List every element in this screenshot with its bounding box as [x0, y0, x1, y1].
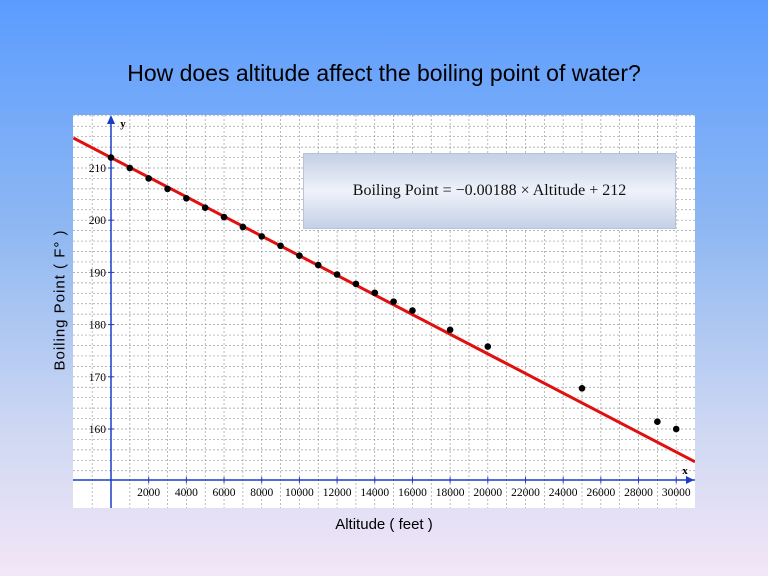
- x-tick-label: 10000: [285, 487, 314, 499]
- x-tick-label: 18000: [436, 487, 465, 499]
- data-point: [126, 164, 134, 172]
- x-tick-label: 28000: [624, 487, 653, 499]
- data-point: [333, 271, 341, 278]
- data-point: [352, 280, 360, 288]
- x-axis-title: Altitude ( feet ): [335, 516, 433, 533]
- data-point: [258, 233, 266, 240]
- data-point: [107, 154, 115, 161]
- y-tick-label: 190: [89, 267, 107, 279]
- y-tick-label: 180: [89, 320, 107, 332]
- data-point: [164, 185, 171, 193]
- x-tick-label: 8000: [250, 487, 273, 499]
- data-point: [183, 194, 190, 202]
- regression-equation: Boiling Point = −0.00188 × Altitude + 21…: [352, 182, 627, 199]
- y-tick-label: 170: [89, 372, 107, 384]
- x-tick-label: 2000: [137, 487, 160, 499]
- y-axis-title: Boiling Point ( F° ): [51, 229, 69, 371]
- x-tick-label: 4000: [175, 487, 198, 499]
- data-point: [390, 298, 397, 305]
- data-point: [239, 223, 247, 231]
- data-point: [578, 384, 586, 392]
- chart-title: How does altitude affect the boiling poi…: [127, 60, 641, 86]
- data-point: [672, 425, 680, 433]
- y-axis-arrow: [107, 115, 115, 124]
- data-point: [277, 242, 284, 250]
- x-axis-arrow: [686, 476, 694, 484]
- x-tick-label: 16000: [398, 487, 427, 499]
- y-tick-label: 210: [89, 163, 107, 175]
- x-tick-label: 20000: [473, 487, 502, 499]
- x-tick-label: 12000: [323, 487, 352, 499]
- equation-box: Boiling Point = −0.00188 × Altitude + 21…: [303, 153, 676, 229]
- data-point: [220, 213, 228, 221]
- data-point: [296, 252, 303, 259]
- data-point: [201, 204, 209, 211]
- data-point: [446, 326, 454, 334]
- y-axis-letter: y: [120, 118, 126, 130]
- x-tick-label: 14000: [360, 487, 389, 499]
- trend-line: [72, 136, 696, 464]
- y-tick-label: 200: [89, 215, 107, 227]
- x-axis-letter: x: [682, 465, 688, 477]
- x-tick-label: 6000: [213, 487, 236, 499]
- y-tick-label: 160: [89, 424, 107, 436]
- x-tick-label: 30000: [662, 487, 691, 499]
- x-tick-label: 24000: [549, 487, 578, 499]
- data-point: [409, 307, 416, 314]
- data-point: [484, 343, 492, 350]
- data-point: [145, 175, 152, 182]
- x-tick-label: 26000: [586, 487, 615, 499]
- data-point: [314, 261, 322, 269]
- data-point: [654, 418, 661, 425]
- x-tick-label: 22000: [511, 487, 540, 499]
- data-point: [371, 289, 379, 297]
